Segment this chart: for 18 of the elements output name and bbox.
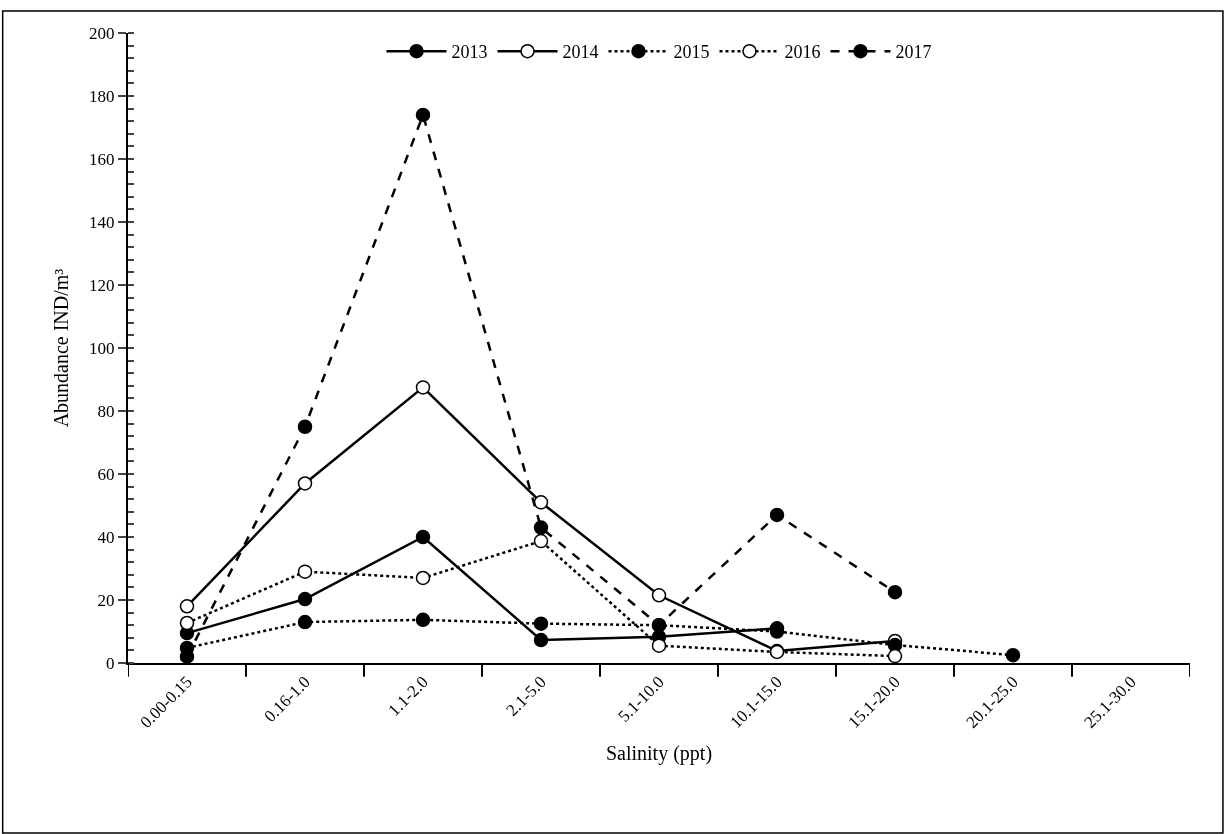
y-tick-label: 160 (89, 149, 115, 169)
y-tick-label: 60 (97, 464, 115, 484)
x-axis-title: Salinity (ppt) (605, 741, 713, 765)
legend-label: 2014 (562, 42, 599, 63)
legend-label: 2017 (895, 42, 932, 63)
y-tick-label: 20 (97, 590, 115, 610)
y-tick-label: 80 (97, 401, 115, 421)
legend-label: 2015 (673, 42, 710, 63)
y-tick-label: 120 (89, 275, 115, 295)
y-tick-label: 100 (89, 338, 115, 358)
y-tick-label: 200 (89, 23, 115, 43)
legend-label: 2013 (451, 42, 488, 63)
y-axis-title: Abundance IND/m³ (50, 268, 73, 428)
y-tick-label: 140 (89, 212, 115, 232)
y-tick-label: 40 (97, 527, 115, 547)
y-tick-label: 180 (89, 86, 115, 106)
y-tick-label: 0 (106, 653, 115, 673)
legend-label: 2016 (784, 42, 821, 63)
